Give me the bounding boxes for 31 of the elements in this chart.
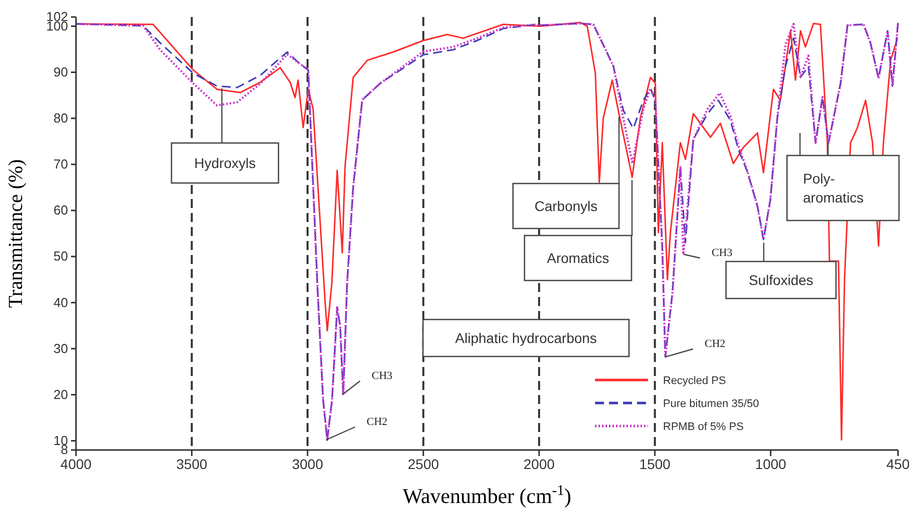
- annotation: Aromatics: [546, 250, 610, 266]
- y-tick-label: 20: [54, 386, 68, 402]
- annotation: Carbonyls: [534, 198, 598, 214]
- y-axis-title: Transmittance (%): [5, 159, 27, 308]
- x-tick-label: 3000: [292, 456, 324, 472]
- x-tick-label: 1000: [755, 456, 786, 472]
- annotation: Aliphatic hydrocarbons: [455, 330, 597, 346]
- y-tick-label: 80: [54, 110, 68, 126]
- y-tick-label: 70: [54, 156, 68, 172]
- annotation: CH2: [366, 416, 388, 428]
- legend-label: Pure bitumen 35/50: [663, 398, 760, 410]
- x-tick-label: 3500: [176, 456, 208, 472]
- x-axis-title: Wavenumber (cm$^{-1}$): [402, 483, 572, 508]
- legend-label: RPMB of 5% PS: [663, 421, 744, 433]
- x-tick-label: 1500: [639, 456, 671, 472]
- y-tick-label: 30: [54, 340, 68, 356]
- annotation: CH3: [712, 247, 733, 259]
- x-tick-label: 450: [886, 456, 910, 472]
- annotation: Poly-aromatics: [803, 170, 864, 206]
- annotation: Hydroxyls: [194, 155, 256, 171]
- annotation: Sulfoxides: [748, 272, 814, 288]
- y-tick-label: 90: [54, 64, 68, 80]
- y-tick-label: 40: [54, 294, 68, 310]
- x-tick-label: 2500: [408, 456, 440, 472]
- y-tick-label: 50: [54, 248, 68, 264]
- y-tick-label: 60: [54, 202, 68, 218]
- annotation: CH3: [372, 370, 393, 382]
- annotation: CH2: [704, 338, 726, 350]
- legend-label: Recycled PS: [663, 375, 726, 387]
- x-tick-label: 4000: [60, 456, 92, 472]
- x-tick-label: 2000: [524, 456, 555, 472]
